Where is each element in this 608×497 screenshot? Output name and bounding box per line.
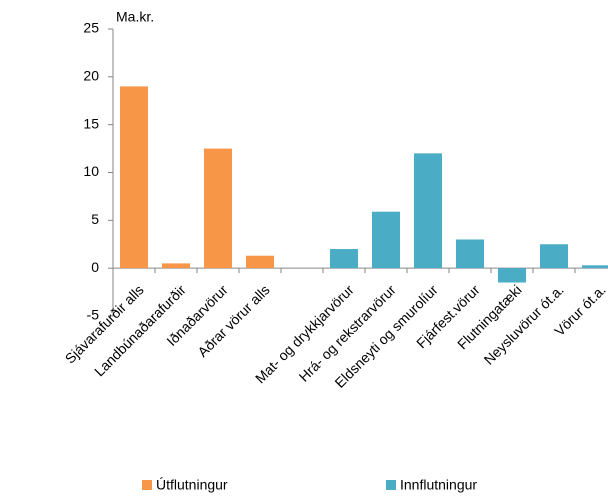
- y-tick-label: 20: [83, 68, 99, 84]
- bar: [330, 249, 358, 269]
- chart-title: Ma.kr.: [116, 9, 154, 25]
- y-tick-label: 10: [83, 163, 99, 179]
- y-tick-label: 25: [83, 20, 99, 36]
- legend-label: Útflutningur: [156, 477, 228, 493]
- bar: [498, 268, 526, 283]
- bar: [120, 86, 148, 269]
- legend-swatch: [386, 480, 396, 490]
- bar: [372, 211, 400, 269]
- y-tick-label: 15: [83, 115, 99, 131]
- legend-swatch: [142, 480, 152, 490]
- y-tick-label: -5: [87, 307, 100, 323]
- bar: [162, 263, 190, 269]
- bar: [540, 244, 568, 269]
- bar: [582, 265, 608, 269]
- y-tick-label: 5: [91, 211, 99, 227]
- x-tick-label-group: Aðrar vörur alls: [194, 282, 272, 360]
- bar: [204, 148, 232, 269]
- bar: [456, 239, 484, 269]
- bar: [246, 255, 274, 269]
- bar: [414, 153, 442, 269]
- y-tick-label: 0: [91, 259, 99, 275]
- x-tick-label: Aðrar vörur alls: [194, 282, 272, 360]
- legend-label: Innflutningur: [400, 477, 477, 493]
